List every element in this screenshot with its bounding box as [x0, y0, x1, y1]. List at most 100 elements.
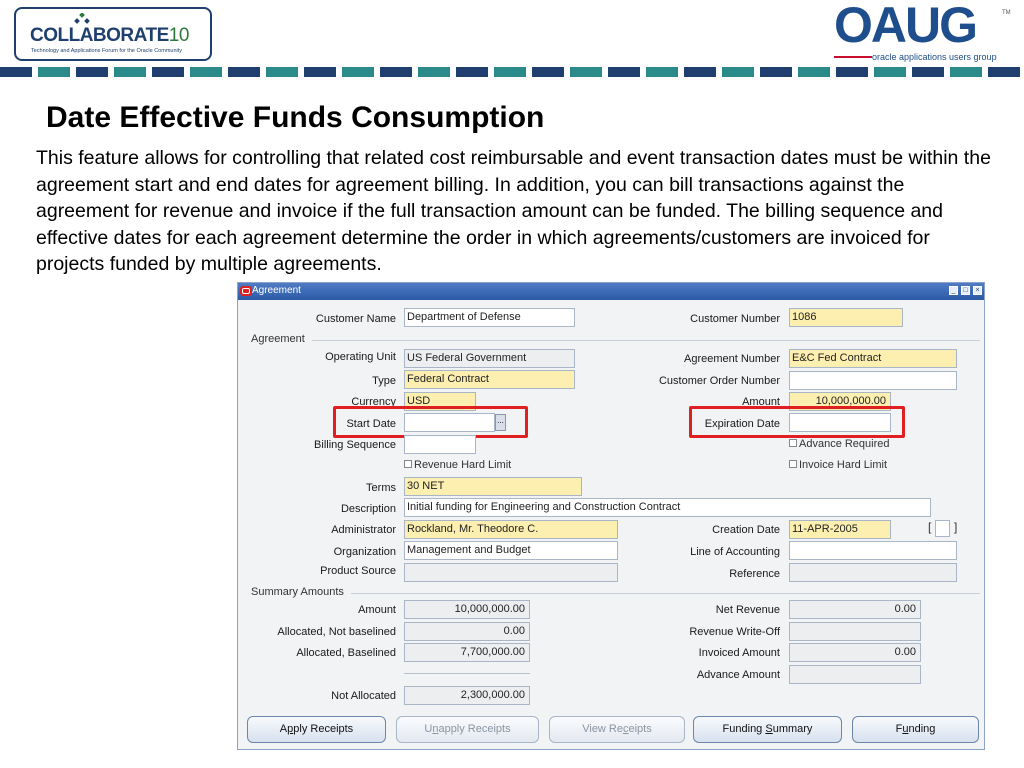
flexfield-right-bracket: ]	[954, 520, 958, 534]
stripe-block	[342, 67, 374, 77]
start-date-field[interactable]	[404, 413, 495, 432]
button-label: A	[279, 723, 288, 735]
funding-button[interactable]: Funding	[852, 716, 979, 743]
customer-number-label: Customer Number	[690, 313, 780, 325]
line-of-accounting-label: Line of Accounting	[690, 546, 780, 558]
button-label: View Re	[582, 723, 623, 735]
net-revenue-field[interactable]: 0.00	[789, 600, 921, 619]
stripe-block	[418, 67, 450, 77]
allocated-baselined-label: Allocated, Baselined	[296, 647, 396, 659]
stripe-block	[76, 67, 108, 77]
view-receipts-button[interactable]: View Receipts	[549, 716, 685, 743]
administrator-field[interactable]: Rockland, Mr. Theodore C.	[404, 520, 618, 539]
stripe-block	[190, 67, 222, 77]
revenue-hard-limit-checkbox[interactable]: Revenue Hard Limit	[404, 459, 511, 471]
allocated-not-baselined-field[interactable]: 0.00	[404, 622, 530, 641]
stripe-block	[114, 67, 146, 77]
advance-amount-field[interactable]	[789, 665, 921, 684]
button-label: ply Receipts	[293, 723, 354, 735]
summary-amount-field[interactable]: 10,000,000.00	[404, 600, 530, 619]
stripe-block	[228, 67, 260, 77]
billing-sequence-field[interactable]	[404, 435, 476, 454]
line-of-accounting-field[interactable]	[789, 541, 957, 560]
button-label: nding	[908, 723, 936, 735]
type-field[interactable]: Federal Contract	[404, 370, 575, 389]
button-label: eipts	[628, 723, 652, 735]
stripe-block	[570, 67, 602, 77]
invoice-hard-limit-checkbox[interactable]: Invoice Hard Limit	[789, 459, 887, 471]
maximize-icon[interactable]: □	[961, 286, 970, 295]
start-date-lov-button[interactable]: ...	[495, 414, 506, 431]
customer-order-number-field[interactable]	[789, 371, 957, 390]
description-field[interactable]: Initial funding for Engineering and Cons…	[404, 498, 931, 517]
amount-label: Amount	[742, 396, 780, 408]
summary-section-rule	[351, 593, 980, 594]
expiration-date-field[interactable]	[789, 413, 891, 432]
revenue-write-off-field[interactable]	[789, 622, 921, 641]
terms-label: Terms	[366, 482, 396, 494]
advance-required-label: Advance Required	[799, 438, 890, 450]
description-label: Description	[340, 503, 396, 515]
organization-label: Organization	[333, 546, 396, 558]
agreement-section-rule	[312, 340, 980, 341]
creation-date-field[interactable]: 11-APR-2005	[789, 520, 891, 539]
unapply-receipts-button[interactable]: Unapply Receipts	[396, 716, 539, 743]
invoiced-amount-field[interactable]: 0.00	[789, 643, 921, 662]
button-mnemonic: S	[765, 723, 773, 735]
oaug-wordmark: OAUG	[834, 0, 978, 53]
oaug-logo: OAUG TM oracle applications users group	[834, 0, 1014, 62]
type-label: Type	[372, 375, 396, 387]
reference-field[interactable]	[789, 563, 957, 582]
agreement-number-field[interactable]: E&C Fed Contract	[789, 349, 957, 368]
organization-field[interactable]: Management and Budget	[404, 541, 618, 560]
stripe-block	[912, 67, 944, 77]
button-mnemonic: n	[432, 723, 439, 735]
oracle-window-icon	[240, 286, 252, 296]
agreement-number-label: Agreement Number	[684, 353, 780, 365]
allocated-baselined-field[interactable]: 7,700,000.00	[404, 643, 530, 662]
operating-unit-label: Operating Unit	[325, 351, 396, 363]
total-rule	[404, 673, 530, 674]
funding-summary-button[interactable]: Funding Summary	[693, 716, 842, 743]
terms-field[interactable]: 30 NET	[404, 477, 582, 496]
window-titlebar[interactable]: Agreement _ □ ×	[238, 283, 984, 300]
operating-unit-field[interactable]: US Federal Government	[404, 349, 575, 368]
agreement-section-label: Agreement	[251, 333, 305, 345]
oaug-tagline: oracle applications users group	[872, 52, 997, 62]
button-mnemonic: p	[287, 723, 294, 735]
minimize-icon[interactable]: _	[949, 286, 958, 295]
button-mnemonic: u	[902, 723, 909, 735]
creation-date-label: Creation Date	[712, 524, 780, 536]
invoiced-amount-label: Invoiced Amount	[698, 647, 780, 659]
descriptive-flexfield[interactable]: [ ]	[928, 519, 960, 539]
expiration-date-label: Expiration Date	[704, 418, 780, 430]
checkbox-icon	[789, 439, 797, 447]
invoice-hard-limit-label: Invoice Hard Limit	[799, 459, 888, 471]
flexfield-left-bracket: [	[928, 520, 932, 534]
advance-required-checkbox[interactable]: Advance Required	[789, 438, 890, 450]
oaug-tagline-bar	[834, 56, 872, 58]
stripe-block	[646, 67, 678, 77]
stripe-block	[684, 67, 716, 77]
stripe-block	[456, 67, 488, 77]
customer-number-field[interactable]: 1086	[789, 308, 903, 327]
customer-name-field[interactable]: Department of Defense	[404, 308, 575, 327]
stripe-block	[950, 67, 982, 77]
slide-body: This feature allows for controlling that…	[36, 147, 991, 275]
close-icon[interactable]: ×	[973, 286, 982, 295]
apply-receipts-button[interactable]: Apply Receipts	[247, 716, 386, 743]
agreement-window: Agreement _ □ × Customer Name Department…	[237, 282, 985, 750]
administrator-label: Administrator	[331, 524, 396, 536]
header-stripe	[0, 67, 1020, 77]
stripe-block	[532, 67, 564, 77]
customer-order-number-label: Customer Order Number	[658, 375, 780, 387]
stripe-block	[152, 67, 184, 77]
not-allocated-field[interactable]: 2,300,000.00	[404, 686, 530, 705]
collaborate-wordmark: COLLABORATE10	[30, 25, 189, 46]
trademark-mark: TM	[1002, 10, 1011, 16]
stripe-block	[760, 67, 792, 77]
stripe-block	[608, 67, 640, 77]
product-source-field[interactable]	[404, 563, 618, 582]
flexfield-box	[935, 520, 950, 537]
collaborate-tagline: Technology and Applications Forum for th…	[31, 48, 183, 54]
